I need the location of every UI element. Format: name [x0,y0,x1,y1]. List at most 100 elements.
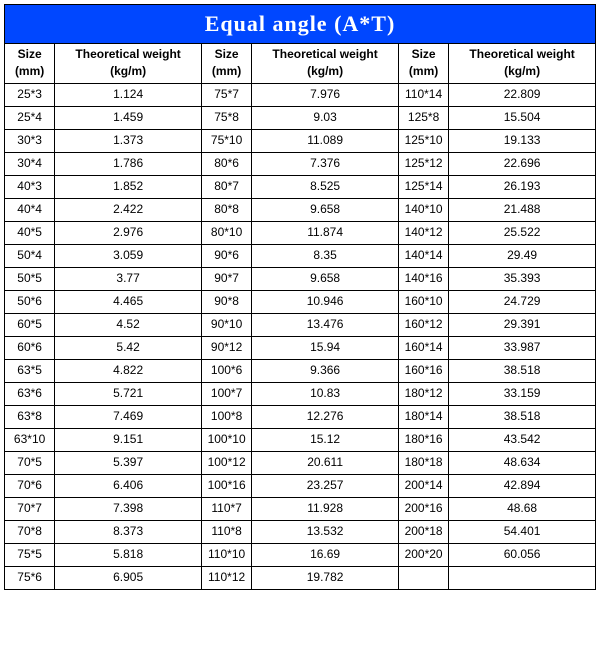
equal-angle-table: Equal angle (A*T) Size (mm) Theoretical … [4,4,596,590]
table-cell: 7.469 [55,405,202,428]
table-cell: 160*16 [398,359,448,382]
table-cell: 70*6 [5,474,55,497]
table-row: 25*31.12475*77.976110*1422.809 [5,83,596,106]
table-body: 25*31.12475*77.976110*1422.80925*41.4597… [5,83,596,589]
table-cell: 9.366 [252,359,399,382]
table-cell: 5.42 [55,336,202,359]
table-cell: 63*10 [5,428,55,451]
table-cell: 33.987 [449,336,596,359]
table-cell: 9.658 [252,198,399,221]
table-cell: 30*4 [5,152,55,175]
table-cell: 3.059 [55,244,202,267]
table-cell: 80*10 [201,221,251,244]
table-cell: 100*12 [201,451,251,474]
table-cell: 110*14 [398,83,448,106]
table-cell: 3.77 [55,267,202,290]
table-cell: 5.721 [55,382,202,405]
col-header-size-3: Size (mm) [398,44,448,84]
col-header-line2: (kg/m) [307,64,343,78]
table-row: 63*54.822100*69.366160*1638.518 [5,359,596,382]
table-cell: 200*14 [398,474,448,497]
table-cell: 23.257 [252,474,399,497]
table-cell: 13.476 [252,313,399,336]
table-cell: 160*14 [398,336,448,359]
table-cell: 19.782 [252,566,399,589]
table-cell: 200*20 [398,543,448,566]
table-row: 50*43.05990*68.35140*1429.49 [5,244,596,267]
table-cell: 30*3 [5,129,55,152]
table-cell: 40*4 [5,198,55,221]
table-cell [398,566,448,589]
table-cell: 2.422 [55,198,202,221]
col-header-line2: (kg/m) [110,64,146,78]
table-cell: 110*12 [201,566,251,589]
table-cell: 75*6 [5,566,55,589]
table-cell: 10.946 [252,290,399,313]
table-row: 70*55.397100*1220.611180*1848.634 [5,451,596,474]
table-cell: 6.905 [55,566,202,589]
table-cell: 140*16 [398,267,448,290]
table-row: 70*77.398110*711.928200*1648.68 [5,497,596,520]
table-cell: 75*7 [201,83,251,106]
table-cell: 140*10 [398,198,448,221]
table-cell: 60*5 [5,313,55,336]
table-cell: 75*10 [201,129,251,152]
table-cell: 100*10 [201,428,251,451]
col-header-line2: (mm) [15,64,44,78]
table-cell: 90*6 [201,244,251,267]
table-row: 50*64.46590*810.946160*1024.729 [5,290,596,313]
table-cell: 8.35 [252,244,399,267]
table-cell: 9.03 [252,106,399,129]
col-header-weight-3: Theoretical weight (kg/m) [449,44,596,84]
table-cell: 50*4 [5,244,55,267]
header-row: Size (mm) Theoretical weight (kg/m) Size… [5,44,596,84]
table-row: 70*66.406100*1623.257200*1442.894 [5,474,596,497]
col-header-weight-2: Theoretical weight (kg/m) [252,44,399,84]
table-cell: 60*6 [5,336,55,359]
table-cell: 200*16 [398,497,448,520]
col-header-line1: Size [18,47,42,61]
table-cell: 9.658 [252,267,399,290]
table-row: 63*65.721100*710.83180*1233.159 [5,382,596,405]
table-cell: 160*10 [398,290,448,313]
table-cell: 70*7 [5,497,55,520]
table-cell: 100*8 [201,405,251,428]
table-cell: 16.69 [252,543,399,566]
table-cell: 63*6 [5,382,55,405]
table-cell: 100*6 [201,359,251,382]
col-header-weight-1: Theoretical weight (kg/m) [55,44,202,84]
table-row: 50*53.7790*79.658140*1635.393 [5,267,596,290]
col-header-line2: (mm) [409,64,438,78]
table-cell: 20.611 [252,451,399,474]
table-cell: 21.488 [449,198,596,221]
table-cell: 1.373 [55,129,202,152]
table-cell: 11.928 [252,497,399,520]
table-cell: 75*5 [5,543,55,566]
table-cell: 200*18 [398,520,448,543]
table-cell: 140*12 [398,221,448,244]
table-cell: 48.68 [449,497,596,520]
table-cell: 180*18 [398,451,448,474]
table-cell: 1.852 [55,175,202,198]
table-cell: 70*5 [5,451,55,474]
table-cell: 4.465 [55,290,202,313]
table-cell: 22.696 [449,152,596,175]
table-cell: 63*5 [5,359,55,382]
table-cell: 50*6 [5,290,55,313]
table-cell: 63*8 [5,405,55,428]
table-cell: 160*12 [398,313,448,336]
table-cell: 15.504 [449,106,596,129]
table-cell: 35.393 [449,267,596,290]
table-cell: 13.532 [252,520,399,543]
table-cell: 90*8 [201,290,251,313]
table-cell: 11.089 [252,129,399,152]
table-row: 60*54.5290*1013.476160*1229.391 [5,313,596,336]
table-row: 63*87.469100*812.276180*1438.518 [5,405,596,428]
table-cell: 110*10 [201,543,251,566]
table-cell: 140*14 [398,244,448,267]
table-cell: 43.542 [449,428,596,451]
table-cell: 125*10 [398,129,448,152]
table-row: 63*109.151100*1015.12180*1643.542 [5,428,596,451]
table-cell: 180*16 [398,428,448,451]
table-cell: 1.459 [55,106,202,129]
